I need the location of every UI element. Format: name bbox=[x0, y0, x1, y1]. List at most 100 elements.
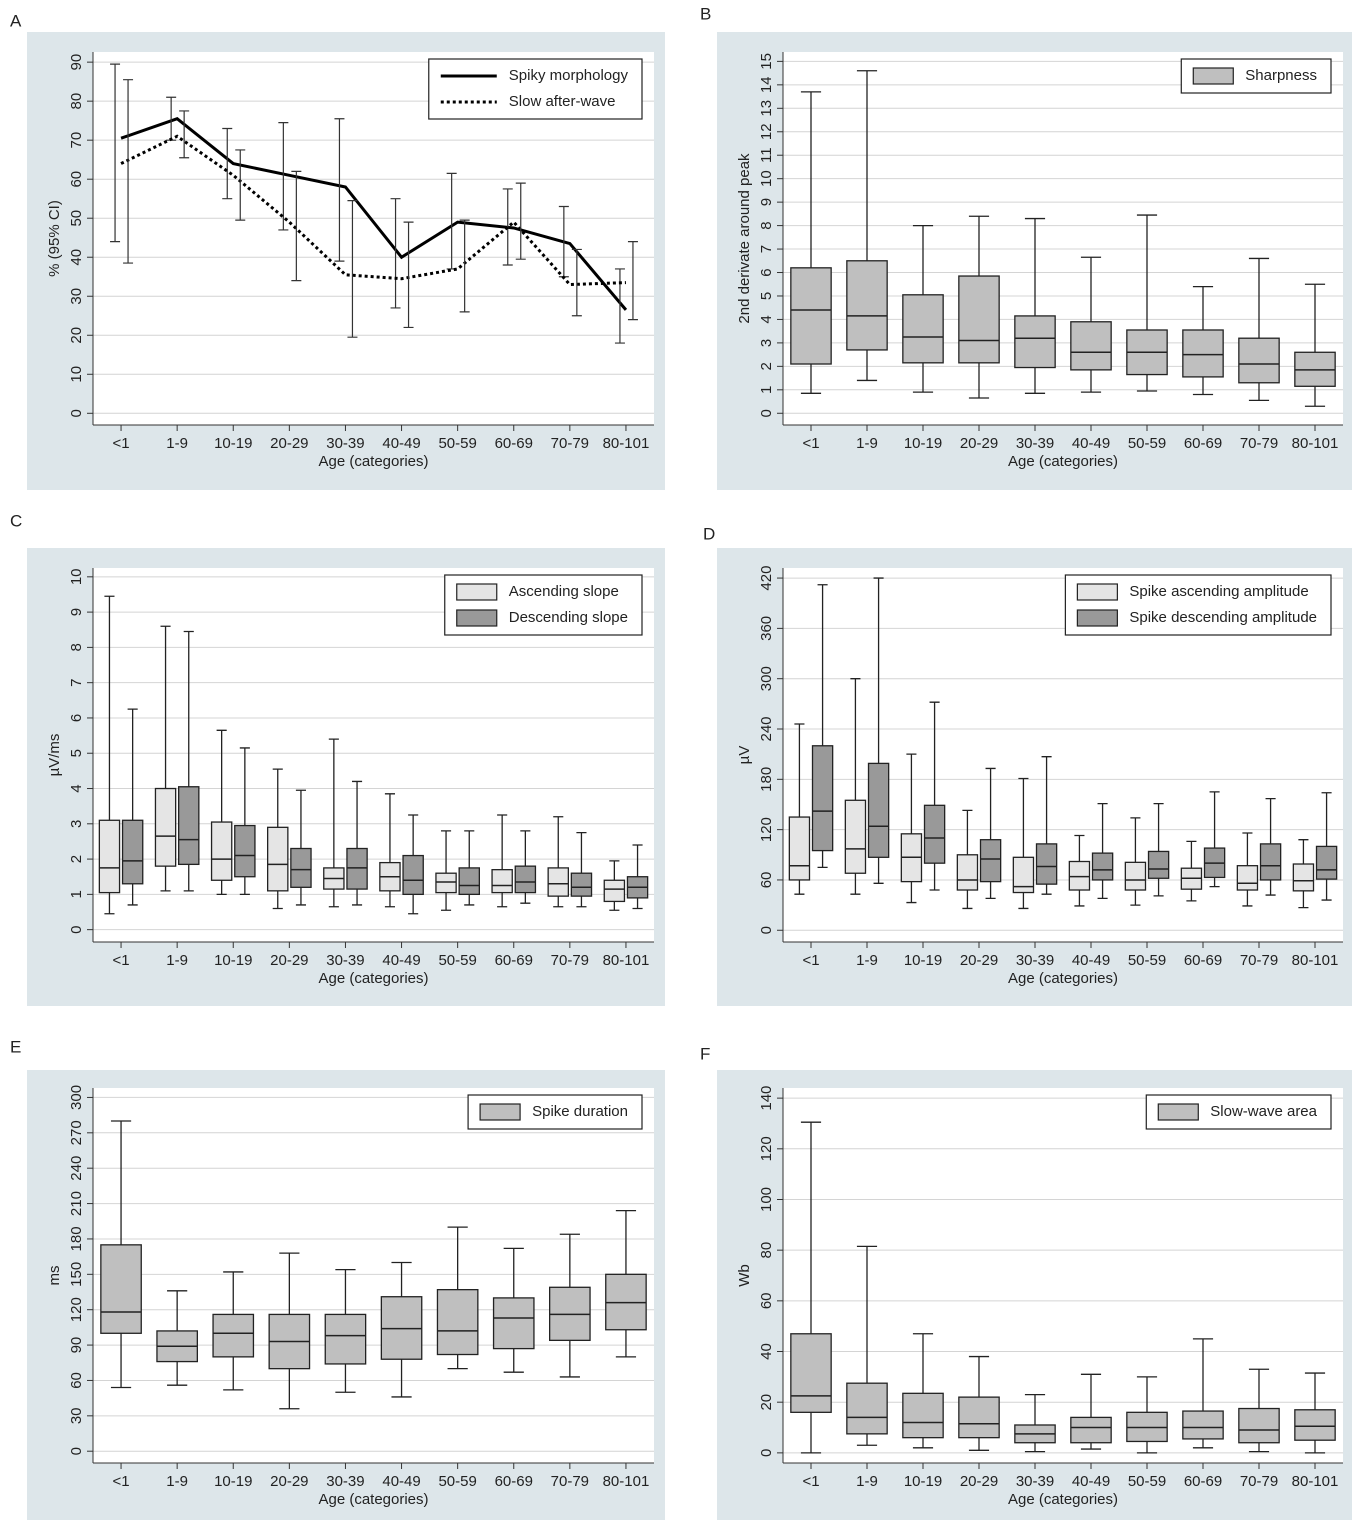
box bbox=[788, 816, 811, 881]
whisker-low bbox=[328, 889, 339, 908]
y-tick-label: 0 bbox=[68, 409, 85, 417]
y-tick-label: 4 bbox=[68, 784, 85, 792]
y-axis-title: µV/ms bbox=[46, 734, 63, 777]
box bbox=[956, 854, 979, 891]
y-tick-label: 60 bbox=[758, 1292, 775, 1309]
error-bar bbox=[278, 122, 289, 231]
error-bar bbox=[110, 63, 121, 243]
y-tick-label: 60 bbox=[758, 872, 775, 889]
whisker-low bbox=[1080, 1442, 1102, 1450]
whisker-high bbox=[962, 809, 973, 855]
error-bar bbox=[390, 198, 401, 309]
panel-label: F bbox=[700, 1044, 710, 1063]
whisker-high bbox=[1136, 214, 1158, 330]
x-tick-label: 50-59 bbox=[1128, 1473, 1166, 1490]
line bbox=[120, 134, 627, 287]
whisker-low bbox=[1153, 878, 1164, 897]
x-tick-label: 60-69 bbox=[495, 435, 533, 452]
x-tick-label: 1-9 bbox=[856, 952, 878, 969]
box bbox=[547, 867, 569, 897]
whisker-high bbox=[503, 1247, 524, 1298]
whisker-high bbox=[1186, 840, 1197, 869]
x-tick-label: 70-79 bbox=[551, 952, 589, 969]
whisker-high bbox=[1304, 283, 1326, 353]
y-tick-label: 10 bbox=[758, 170, 775, 187]
whisker-low bbox=[447, 1354, 468, 1370]
x-tick-label: 80-101 bbox=[1292, 435, 1339, 452]
y-tick-label: 30 bbox=[68, 1407, 85, 1424]
whisker-low bbox=[985, 881, 996, 900]
whisker-high bbox=[912, 1333, 934, 1394]
x-axis-title: Age (categories) bbox=[1008, 970, 1118, 987]
box bbox=[346, 847, 368, 890]
x-tick-label: 10-19 bbox=[904, 435, 942, 452]
whisker-high bbox=[408, 814, 419, 856]
error-bar bbox=[515, 182, 526, 260]
y-tick-label: 80 bbox=[68, 93, 85, 110]
y-tick-label: 12 bbox=[758, 123, 775, 140]
whisker-high bbox=[1024, 217, 1046, 316]
whisker-high bbox=[1298, 839, 1309, 865]
whisker-high bbox=[632, 844, 643, 877]
whisker-high bbox=[856, 1245, 878, 1384]
box bbox=[867, 762, 890, 858]
whisker-low bbox=[1136, 1441, 1158, 1454]
whisker-low bbox=[167, 1361, 188, 1386]
x-tick-label: <1 bbox=[802, 435, 819, 452]
whisker-high bbox=[1242, 832, 1253, 866]
y-tick-label: 60 bbox=[68, 1372, 85, 1389]
y-tick-label: 40 bbox=[68, 249, 85, 266]
whisker-high bbox=[1209, 791, 1220, 849]
y-tick-label: 5 bbox=[758, 292, 775, 300]
legend-label: Sharpness bbox=[1245, 67, 1317, 84]
x-tick-label: 20-29 bbox=[960, 1473, 998, 1490]
box bbox=[324, 1313, 367, 1365]
whisker-low bbox=[183, 864, 194, 892]
y-tick-label: 120 bbox=[68, 1297, 85, 1322]
y-tick-label: 15 bbox=[758, 53, 775, 70]
box bbox=[1236, 865, 1259, 891]
whisker-low bbox=[1304, 1440, 1326, 1454]
y-tick-label: 10 bbox=[68, 568, 85, 585]
legend-box bbox=[428, 58, 643, 120]
whisker-high bbox=[800, 91, 822, 268]
legend-key bbox=[456, 609, 498, 627]
x-tick-label: 40-49 bbox=[1072, 435, 1110, 452]
error-bar bbox=[179, 110, 190, 159]
x-tick-label: 30-39 bbox=[1016, 435, 1054, 452]
whisker-low bbox=[968, 362, 990, 399]
whisker-high bbox=[104, 595, 115, 821]
whisker-low bbox=[1248, 382, 1270, 402]
whisker-low bbox=[1186, 889, 1197, 902]
x-tick-label: <1 bbox=[112, 952, 129, 969]
line bbox=[120, 117, 628, 311]
box bbox=[212, 1313, 255, 1358]
box bbox=[844, 799, 867, 874]
y-tick-label: 0 bbox=[758, 926, 775, 934]
x-tick-label: 20-29 bbox=[960, 435, 998, 452]
y-tick-label: 1 bbox=[758, 386, 775, 394]
legend-key bbox=[1157, 1103, 1199, 1121]
whisker-low bbox=[351, 889, 363, 906]
y-tick-label: 6 bbox=[68, 714, 85, 722]
whisker-high bbox=[160, 625, 171, 789]
x-axis-title: Age (categories) bbox=[318, 453, 428, 470]
box bbox=[98, 819, 121, 894]
x-tick-label: 20-29 bbox=[270, 435, 308, 452]
box bbox=[267, 826, 289, 892]
x-tick-label: 70-79 bbox=[1240, 952, 1278, 969]
x-tick-label: 40-49 bbox=[1072, 1473, 1110, 1490]
whisker-low bbox=[1136, 374, 1158, 392]
whisker-high bbox=[794, 723, 805, 818]
whisker-high bbox=[447, 1226, 468, 1290]
x-tick-label: <1 bbox=[112, 435, 129, 452]
plot-area bbox=[93, 1088, 654, 1463]
x-tick-label: 50-59 bbox=[438, 435, 476, 452]
whisker-low bbox=[850, 873, 861, 895]
whisker-low bbox=[1248, 1442, 1270, 1453]
y-tick-label: 8 bbox=[758, 221, 775, 229]
whisker-high bbox=[856, 70, 878, 261]
whisker-high bbox=[335, 1268, 356, 1315]
whisker-low bbox=[216, 880, 227, 896]
